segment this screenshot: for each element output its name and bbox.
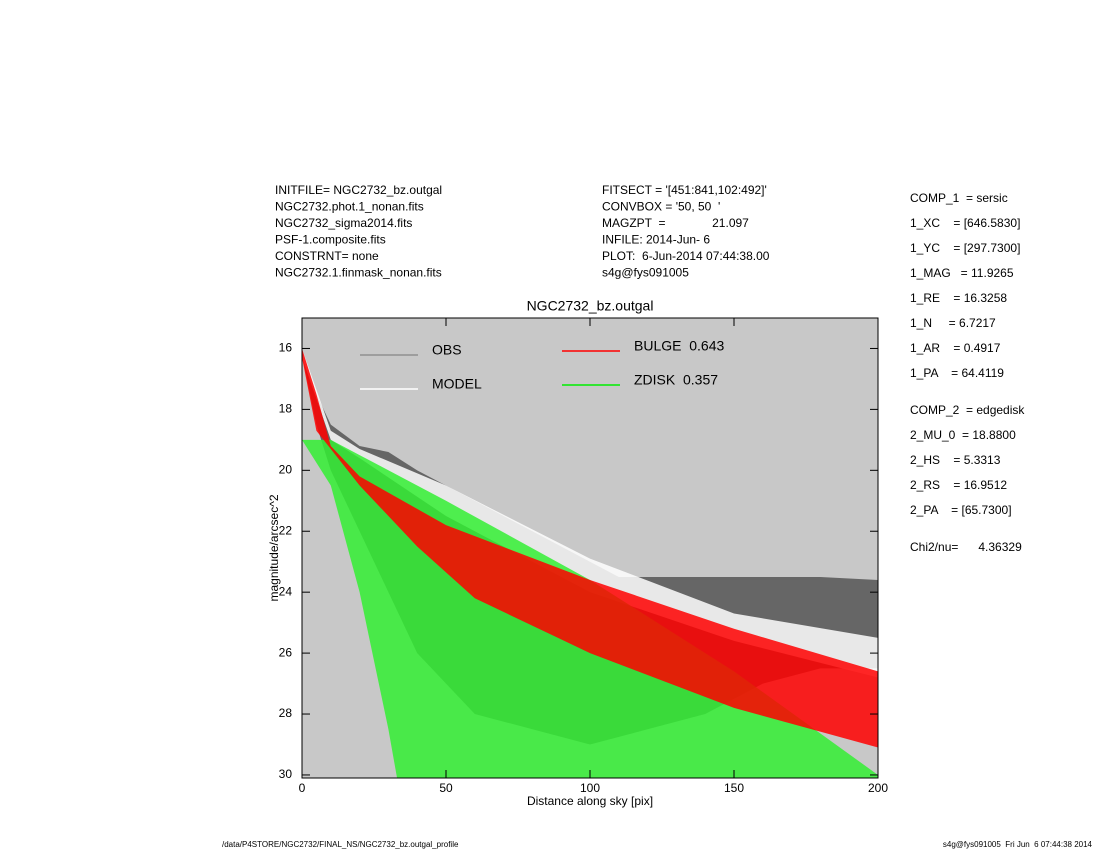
- header-line: NGC2732_sigma2014.fits: [275, 216, 412, 230]
- y-tick-label: 22: [279, 523, 293, 537]
- x-tick-label: 100: [580, 781, 600, 795]
- parameter: 1_MAG = 11.9265: [910, 266, 1014, 280]
- header-line: FITSECT = '[451:841,102:492]': [602, 183, 767, 197]
- y-axis-label: magnitude/arcsec^2: [267, 494, 281, 601]
- parameter: Chi2/nu= 4.36329: [910, 540, 1022, 554]
- parameter: 1_PA = 64.4119: [910, 366, 1004, 380]
- parameter: 1_XC = [646.5830]: [910, 216, 1020, 230]
- parameter: 2_MU_0 = 18.8800: [910, 428, 1016, 442]
- header-line: PLOT: 6-Jun-2014 07:44:38.00: [602, 249, 770, 263]
- legend-label: BULGE 0.643: [634, 338, 724, 354]
- legend-label: OBS: [432, 342, 462, 358]
- footer-right: s4g@fys091005 Fri Jun 6 07:44:38 2014: [943, 840, 1093, 849]
- legend-label: MODEL: [432, 376, 482, 392]
- data-band: [302, 348, 878, 678]
- parameter: 1_RE = 16.3258: [910, 291, 1007, 305]
- x-tick-label: 50: [439, 781, 453, 795]
- header-line: INITFILE= NGC2732_bz.outgal: [275, 183, 442, 197]
- parameter: 2_PA = [65.7300]: [910, 503, 1012, 517]
- header-line: PSF-1.composite.fits: [275, 233, 386, 247]
- header-line: NGC2732.1.finmask_nonan.fits: [275, 266, 442, 280]
- footer-left: /data/P4STORE/NGC2732/FINAL_NS/NGC2732_b…: [222, 840, 459, 849]
- chart-title: NGC2732_bz.outgal: [527, 298, 654, 314]
- x-tick-label: 200: [868, 781, 888, 795]
- header-line: CONSTRNT= none: [275, 249, 379, 263]
- data-band: [302, 348, 878, 748]
- parameter: 1_N = 6.7217: [910, 316, 996, 330]
- x-tick-label: 0: [299, 781, 306, 795]
- legend-label: ZDISK 0.357: [634, 372, 718, 388]
- parameter: COMP_2 = edgedisk: [910, 403, 1025, 417]
- parameter: 1_AR = 0.4917: [910, 341, 1001, 355]
- y-tick-label: 16: [279, 341, 293, 355]
- parameter: 2_HS = 5.3313: [910, 453, 1001, 467]
- header-line: s4g@fys091005: [602, 266, 689, 280]
- parameter: 2_RS = 16.9512: [910, 478, 1007, 492]
- parameter: COMP_1 = sersic: [910, 191, 1008, 205]
- header-line: CONVBOX = '50, 50 ': [602, 200, 720, 214]
- y-tick-label: 26: [279, 645, 293, 659]
- header-line: INFILE: 2014-Jun- 6: [602, 233, 710, 247]
- x-tick-label: 150: [724, 781, 744, 795]
- x-axis-label: Distance along sky [pix]: [527, 794, 653, 808]
- header-line: NGC2732.phot.1_nonan.fits: [275, 200, 424, 214]
- y-tick-label: 20: [279, 462, 293, 476]
- plot-area: [302, 348, 878, 778]
- parameter: 1_YC = [297.7300]: [910, 241, 1020, 255]
- y-tick-label: 24: [279, 584, 293, 598]
- y-tick-label: 28: [279, 706, 293, 720]
- header-line: MAGZPT = 21.097: [602, 216, 749, 230]
- y-tick-label: 30: [279, 767, 293, 781]
- y-tick-label: 18: [279, 402, 293, 416]
